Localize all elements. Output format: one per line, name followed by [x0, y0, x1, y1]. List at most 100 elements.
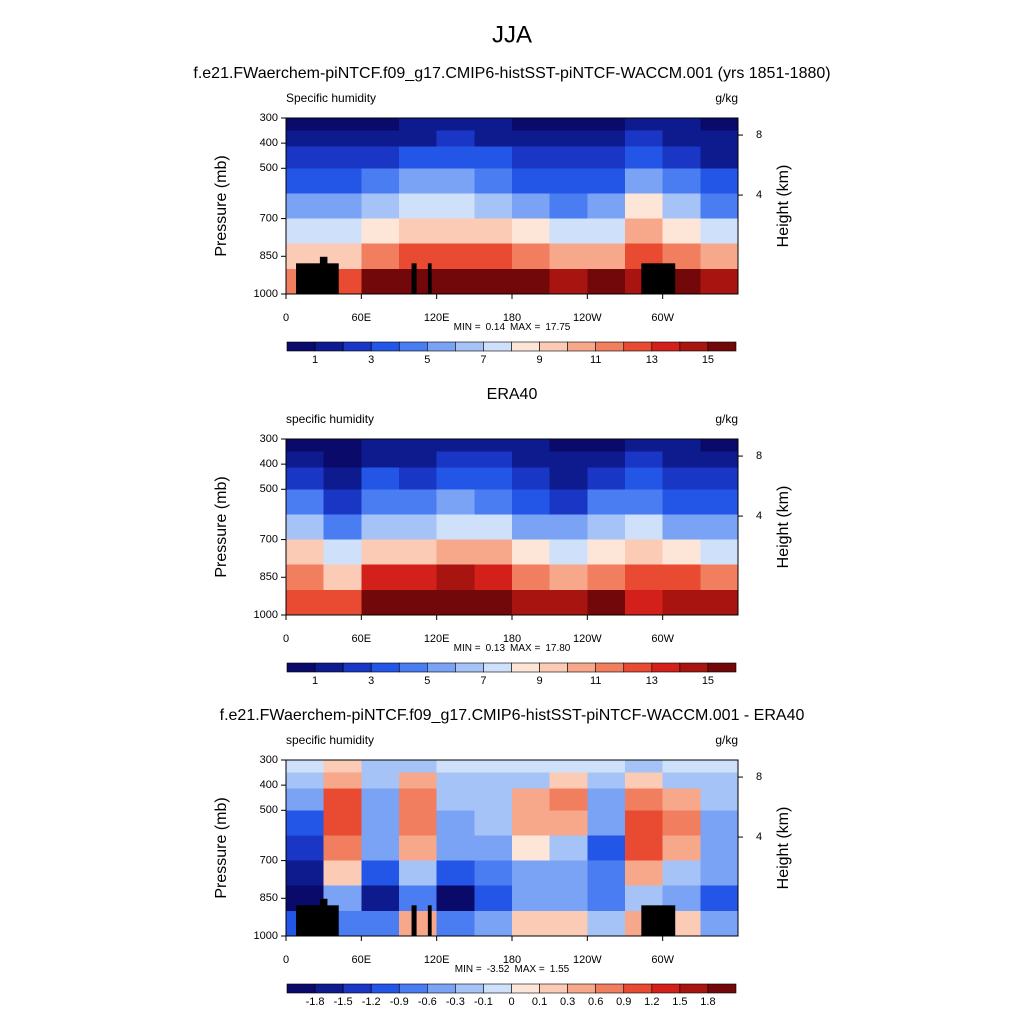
field-cell — [399, 118, 438, 132]
colorbar — [286, 983, 737, 994]
field-cell — [662, 564, 701, 591]
field-cell — [587, 243, 626, 270]
field-cell — [587, 467, 626, 490]
field-cell — [474, 193, 513, 220]
field-cell — [436, 489, 475, 515]
y-tick-label: 700 — [260, 854, 278, 866]
colorbar-label: -0.9 — [390, 996, 409, 1008]
field-cell — [323, 772, 362, 789]
field-cell — [436, 268, 475, 295]
field-cell — [436, 772, 475, 789]
field-cell — [436, 760, 475, 774]
field-cell — [662, 130, 701, 147]
field-cell — [474, 130, 513, 147]
min-label: MIN = — [454, 322, 481, 333]
colorbar-box — [623, 341, 653, 352]
field-cell — [587, 910, 626, 937]
field-cell — [700, 193, 739, 220]
field-cell — [700, 910, 739, 937]
orography-block — [427, 263, 432, 294]
field-cell — [587, 168, 626, 194]
y-tick-label: 500 — [260, 483, 278, 495]
field-cell — [361, 835, 400, 862]
colorbar-label: 0 — [508, 996, 514, 1008]
field-cell — [662, 589, 701, 616]
field-cell — [625, 489, 664, 515]
field-cell — [512, 514, 551, 541]
colorbar-label: 7 — [480, 354, 486, 366]
field-cell — [625, 539, 664, 566]
field-cell — [361, 439, 400, 453]
field-cell — [625, 193, 664, 220]
field-cell — [399, 810, 438, 836]
min-value: 0.13 — [486, 643, 506, 654]
field-cell — [549, 130, 588, 147]
colorbar-box — [483, 662, 512, 673]
field-cell — [474, 835, 513, 862]
field-cell — [399, 788, 438, 811]
y-tick-label: 300 — [260, 754, 278, 766]
field-cell — [399, 514, 438, 541]
field-cell — [549, 439, 588, 453]
max-label: MAX = — [514, 964, 544, 975]
field-cell — [323, 589, 362, 616]
field-cell — [323, 835, 362, 862]
field-cell — [587, 489, 626, 515]
y-tick-label: 400 — [260, 137, 278, 149]
colorbar-box — [679, 983, 709, 994]
y-tick-label: 700 — [260, 533, 278, 545]
field-cell — [323, 146, 362, 169]
y-tick-label: 850 — [260, 250, 278, 262]
field-cell — [361, 467, 400, 490]
colorbar-label: 1 — [312, 675, 318, 687]
panel-title: ERA40 — [487, 386, 538, 403]
field-cell — [662, 193, 701, 220]
field-cell — [700, 146, 739, 169]
field-cell — [399, 589, 438, 616]
field-cell — [512, 118, 551, 132]
field-cell — [474, 760, 513, 774]
field-cell — [512, 489, 551, 515]
field-cell — [436, 564, 475, 591]
field-cell — [361, 810, 400, 836]
field-cell — [361, 130, 400, 147]
field-cell — [662, 489, 701, 515]
y-axis-label: Pressure (mb) — [213, 155, 230, 256]
contour-field — [286, 439, 739, 616]
panel-title: f.e21.FWaerchem-piNTCF.f09_g17.CMIP6-his… — [220, 707, 805, 724]
field-cell — [399, 489, 438, 515]
field-cell — [436, 218, 475, 245]
field-cell — [436, 168, 475, 194]
max-value: 17.80 — [545, 643, 570, 654]
x-tick-label: 0 — [283, 312, 289, 324]
field-cell — [549, 193, 588, 220]
field-cell — [436, 451, 475, 468]
colorbar-box — [651, 983, 681, 994]
min-label: MIN = — [455, 964, 482, 975]
field-cell — [587, 885, 626, 912]
field-cell — [361, 193, 400, 220]
field-cell — [587, 760, 626, 774]
field-cell — [512, 885, 551, 912]
field-cell — [399, 860, 438, 887]
colorbar-box — [398, 983, 428, 994]
y2-tick-label: 4 — [756, 831, 762, 843]
field-cell — [436, 788, 475, 811]
y-tick-label: 500 — [260, 162, 278, 174]
field-cell — [549, 772, 588, 789]
field-cell — [399, 439, 438, 453]
min-value: -3.52 — [487, 964, 510, 975]
field-cell — [323, 467, 362, 490]
field-cell — [474, 860, 513, 887]
x-tick-label: 60E — [352, 633, 372, 645]
colorbar-box — [455, 983, 484, 994]
field-cell — [474, 146, 513, 169]
field-cell — [625, 589, 664, 616]
field-cell — [474, 118, 513, 132]
colorbar-label: -1.8 — [306, 996, 325, 1008]
field-cell — [474, 467, 513, 490]
x-tick-label: 180 — [503, 633, 521, 645]
colorbar-box — [651, 662, 681, 673]
field-cell — [474, 564, 513, 591]
